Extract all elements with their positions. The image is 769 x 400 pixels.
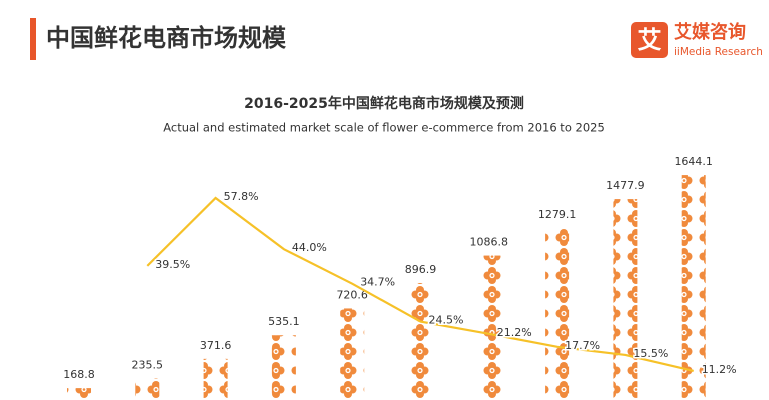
brand-en: iiMedia Research [674,46,763,58]
bar-value-label: 535.1 [268,315,300,328]
pictogram-bar [613,199,638,400]
chart-title: 2016-2025年中国鲜花电商市场规模及预测 [244,95,524,112]
growth-label: 17.7% [565,339,600,352]
growth-line [146,196,694,372]
pictogram-bar [135,378,160,400]
page-title: 中国鲜花电商市场规模 [46,24,287,52]
bar-value-label: 168.8 [63,368,95,381]
pictogram-bar [545,227,570,400]
growth-label: 44.0% [292,241,327,254]
bar-value-label: 896.9 [405,263,437,276]
pictogram-bar [203,358,228,400]
growth-label: 11.2% [702,363,737,376]
logo-box [631,22,668,58]
pictogram-bar [408,282,433,400]
brand: 艾媒咨询 [674,21,746,43]
growth-label: 57.8% [224,190,259,203]
growth-label: 24.5% [429,314,464,327]
pictogram-bar [476,255,501,400]
bar-value-label: 720.6 [336,288,368,301]
bar-value-label: 1644.1 [674,155,713,168]
pictogram-bar [67,388,91,400]
growth-label: 34.7% [360,276,395,289]
growth-label: 15.5% [633,347,668,360]
bar-value-label: 235.5 [132,358,164,371]
growth-label: 21.2% [497,326,532,339]
chart-subtitle: Actual and estimated market scale of flo… [163,121,605,135]
pictogram-bar [681,175,706,400]
title-accent [30,18,36,60]
logo-mark: 艾 [638,26,662,54]
pictogram-bar [340,308,365,400]
bar-value-label: 1477.9 [606,179,645,192]
growth-label: 39.5% [155,258,190,271]
bar-value-label: 371.6 [200,339,232,352]
bar-value-label: 1086.8 [470,236,509,249]
pictogram-bar [271,335,296,400]
bar-value-label: 1279.1 [538,208,577,221]
